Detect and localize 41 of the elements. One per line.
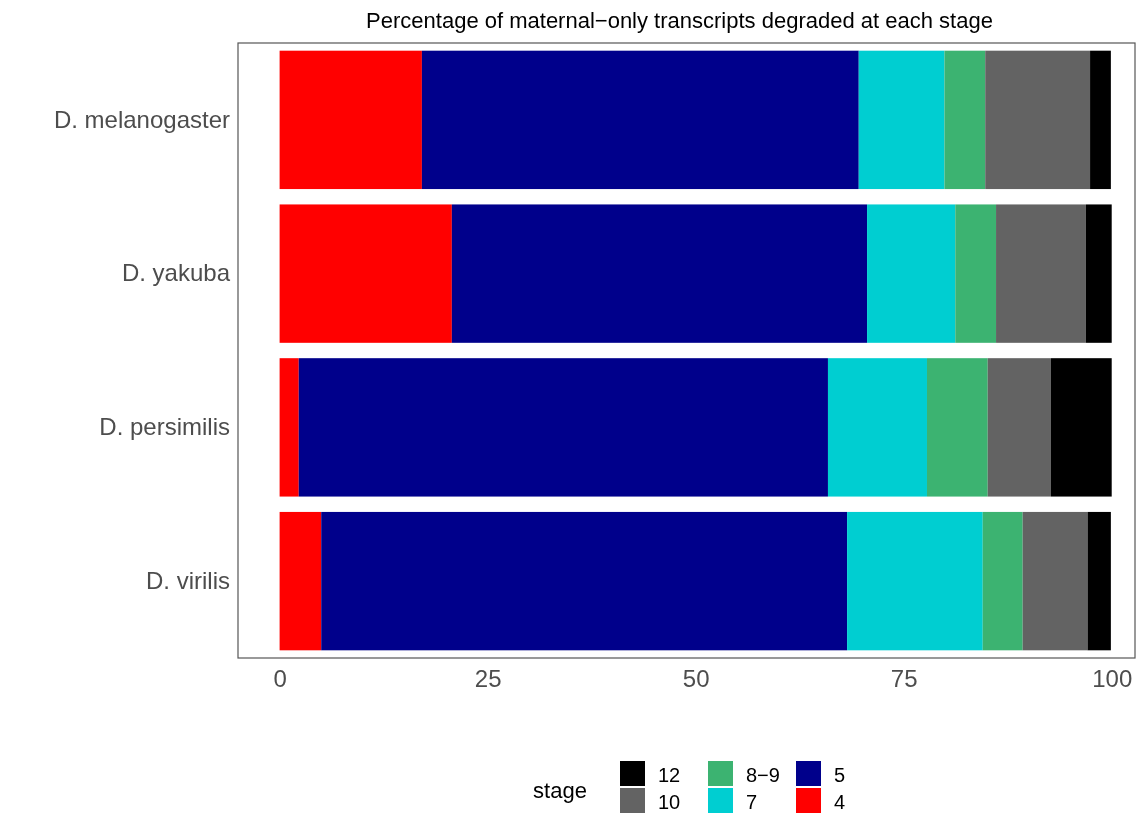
y-tick-label: D. virilis	[146, 566, 230, 594]
x-tick-label: 100	[1092, 665, 1133, 693]
bar	[421, 50, 859, 190]
x-tick-label: 50	[682, 665, 710, 693]
legend-label: 10	[658, 791, 681, 813]
bar	[1022, 511, 1088, 651]
bar	[279, 204, 452, 343]
bar	[944, 50, 986, 190]
bar	[955, 204, 997, 343]
y-tick-label: D. yakuba	[121, 259, 231, 287]
bar	[926, 358, 988, 497]
bar	[1085, 204, 1112, 343]
bar	[1087, 511, 1111, 651]
legend-label: 12	[658, 764, 681, 786]
legend-label: 8−9	[746, 764, 780, 786]
y-tick-label: D. melanogaster	[53, 105, 230, 133]
legend-label: 5	[834, 764, 846, 786]
bar	[279, 511, 322, 651]
bar	[1090, 50, 1111, 190]
legend-title: stage	[533, 778, 587, 803]
bar	[858, 50, 945, 190]
legend-label: 4	[834, 791, 846, 813]
bar	[279, 50, 422, 190]
x-tick-label: 25	[474, 665, 502, 693]
chart-title: Percentage of maternal−only transcripts degraded at each stage	[366, 8, 993, 33]
x-tick-label: 0	[273, 665, 287, 693]
bar	[996, 204, 1086, 343]
bar	[451, 204, 868, 343]
bar	[847, 511, 983, 651]
bar	[827, 358, 927, 497]
bar	[298, 358, 828, 497]
legend-label: 7	[746, 791, 758, 813]
bar	[867, 204, 956, 343]
bar	[321, 511, 848, 651]
bar	[982, 511, 1023, 651]
y-tick-label: D. persimilis	[99, 413, 230, 441]
bar	[985, 50, 1091, 190]
x-tick-label: 75	[890, 665, 918, 693]
bar	[279, 358, 299, 497]
bar	[1050, 358, 1112, 497]
bar	[987, 358, 1051, 497]
